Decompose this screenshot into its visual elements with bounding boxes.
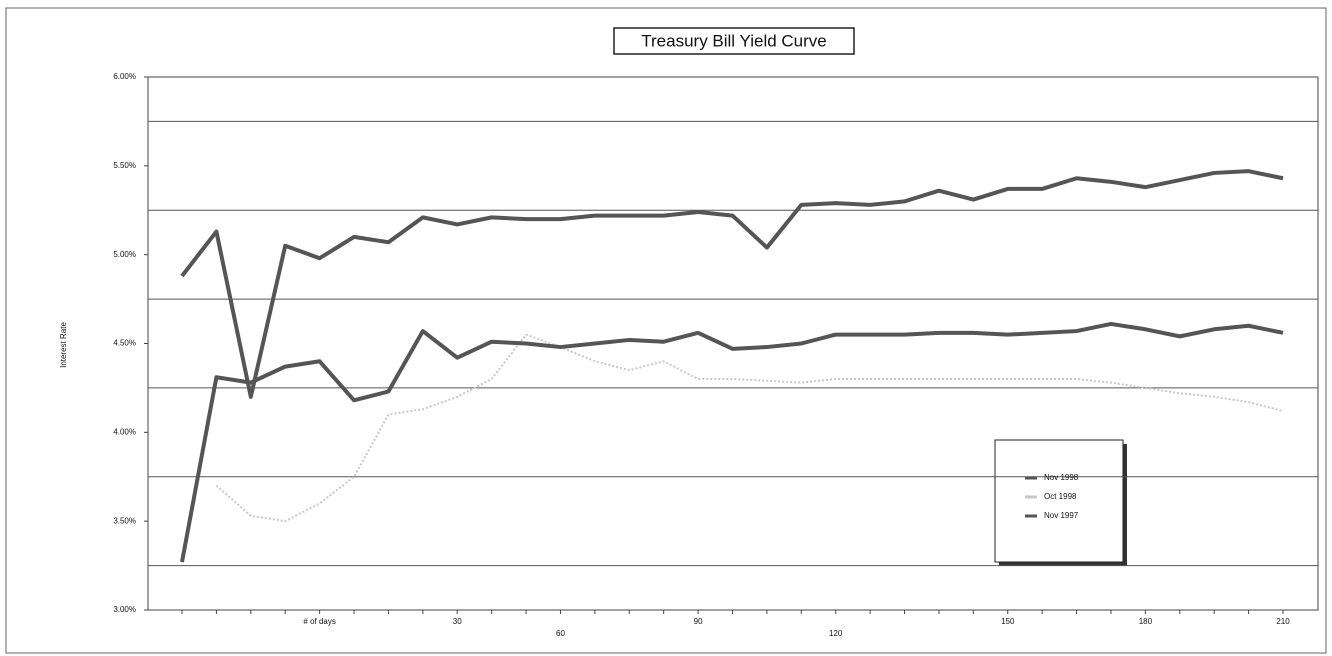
y-tick-label: 5.00% (113, 250, 136, 259)
x-tick-label: 30 (453, 617, 462, 626)
legend-label: Nov 1998 (1044, 473, 1079, 482)
x-tick-label: # of days (303, 617, 335, 626)
y-tick-label: 3.00% (113, 605, 136, 614)
y-tick-label: 4.50% (113, 339, 136, 348)
y-axis-label: Interest Rate (59, 322, 68, 368)
y-tick-label: 3.50% (113, 516, 136, 525)
series-line (180, 321, 1284, 563)
x-tick-label: 210 (1276, 617, 1290, 626)
series-line (180, 169, 1284, 399)
legend-box (994, 439, 1124, 563)
plot-area (147, 76, 1319, 611)
legend-label: Oct 1998 (1044, 492, 1077, 501)
frame (5, 7, 1327, 654)
x-tick-label: 60 (556, 629, 565, 638)
chart-title: Treasury Bill Yield Curve (641, 31, 827, 50)
x-tick-label: 90 (694, 617, 703, 626)
y-tick-label: 6.00% (113, 72, 136, 81)
title-box (613, 27, 855, 55)
y-tick-label: 5.50% (113, 161, 136, 170)
x-tick-label: 150 (1001, 617, 1015, 626)
y-tick-label: 4.00% (113, 427, 136, 436)
legend-label: Nov 1997 (1044, 511, 1079, 520)
x-tick-label: 120 (829, 629, 843, 638)
x-tick-label: 180 (1139, 617, 1153, 626)
